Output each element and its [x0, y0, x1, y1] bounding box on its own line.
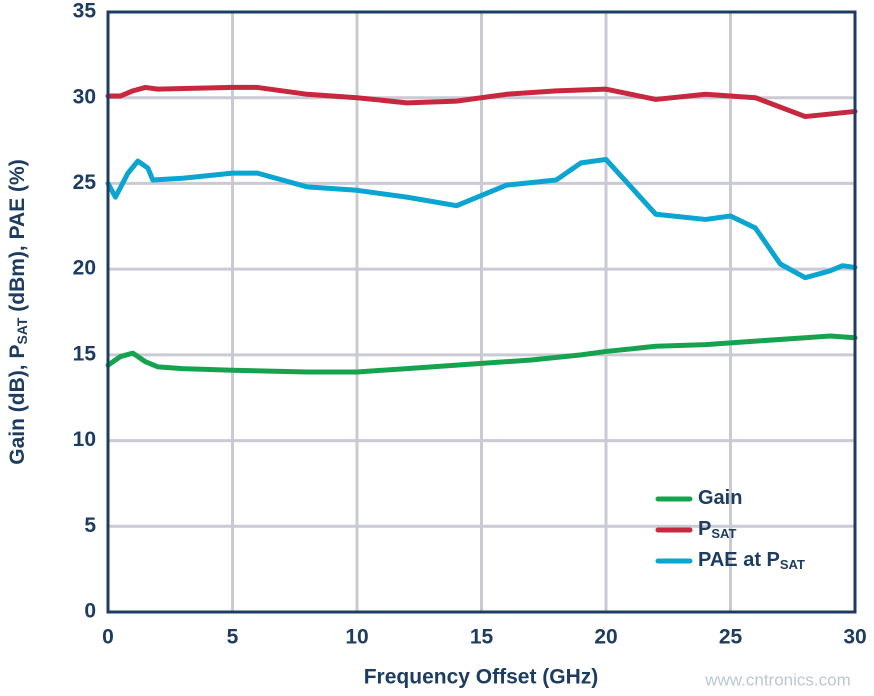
- x-tick-label: 25: [719, 626, 743, 649]
- x-tick-label: 15: [470, 626, 494, 649]
- plot-frame: [106, 10, 857, 614]
- data-line: [105, 333, 858, 375]
- subscript: SAT: [711, 526, 736, 541]
- y-tick-label: 10: [73, 428, 96, 451]
- text-part: (dBm), PAE (%): [6, 159, 29, 317]
- x-tick-label: 10: [345, 626, 368, 649]
- text-part: PAE at P: [698, 549, 780, 571]
- data-line: [105, 156, 858, 281]
- x-tick-label: 20: [594, 626, 617, 649]
- x-axis-title: Frequency Offset (GHz): [364, 666, 599, 689]
- subscript: SAT: [14, 317, 30, 344]
- y-tick-label: 0: [84, 600, 96, 623]
- data-line: [105, 84, 858, 120]
- text-part: P: [698, 518, 711, 540]
- legend-label: Gain: [698, 487, 742, 509]
- text-part: Gain (dB), P: [6, 345, 29, 465]
- y-tick-label: 15: [73, 342, 97, 365]
- x-tick-label: 5: [227, 626, 239, 649]
- y-tick-label: 20: [73, 257, 96, 280]
- subscript: SAT: [780, 557, 805, 572]
- legend-label: PSAT: [698, 518, 736, 541]
- y-tick-label: 25: [73, 171, 97, 194]
- x-tick-label: 0: [102, 626, 114, 649]
- y-tick-label: 30: [73, 85, 96, 108]
- x-tick-label: 30: [843, 626, 866, 649]
- watermark: www.cntronics.com: [704, 670, 850, 689]
- y-axis-title: Gain (dB), PSAT (dBm), PAE (%): [6, 159, 30, 464]
- legend-label: PAE at PSAT: [698, 549, 805, 572]
- y-tick-label: 35: [73, 0, 97, 23]
- text-part: Gain: [698, 487, 742, 509]
- y-tick-label: 5: [84, 514, 96, 537]
